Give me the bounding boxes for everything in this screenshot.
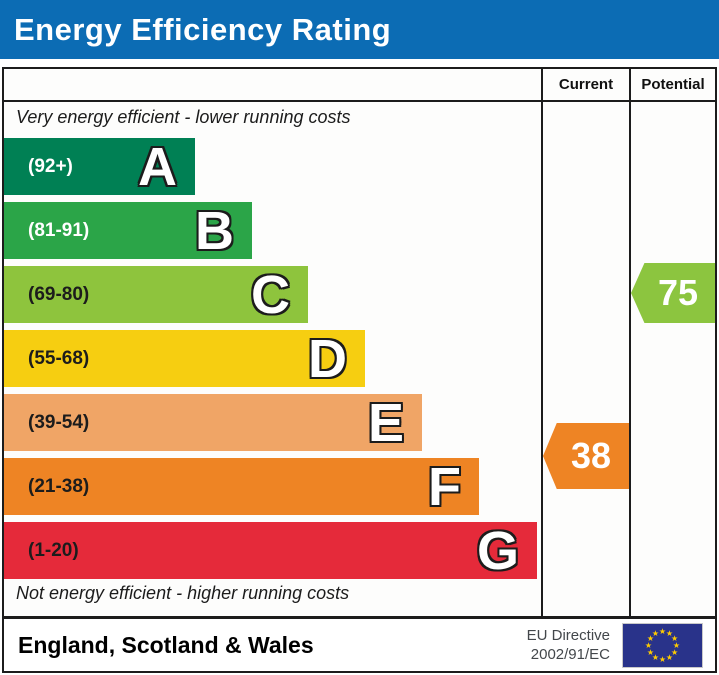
band-d-range-label: (55-68) [28, 347, 90, 369]
band-e: (39-54) E [4, 394, 422, 451]
band-g-range-label: (1-20) [28, 539, 79, 561]
current-rating-value: 38 [570, 435, 612, 476]
header-underline [4, 100, 715, 102]
potential-rating-arrow: 75 [631, 263, 715, 323]
band-g: (1-20) G [4, 522, 537, 579]
eu-flag-star-icon: ★ [652, 628, 659, 637]
column-header-potential: Potential [641, 76, 705, 93]
eu-flag-star-icon: ★ [659, 627, 666, 636]
band-b-range-label: (81-91) [28, 219, 90, 241]
page-title: Energy Efficiency Rating [14, 11, 392, 47]
potential-rating-value: 75 [657, 272, 699, 313]
band-b-letter: B [195, 200, 234, 261]
band-c-letter: C [251, 264, 290, 325]
eu-flag-star-icon: ★ [666, 653, 673, 662]
rating-table: Current Potential Very energy efficient … [2, 67, 717, 618]
band-g-letter: G [476, 520, 519, 581]
eu-directive-line2: 2002/91/EC [530, 646, 610, 663]
band-c: (69-80) C [4, 266, 308, 323]
eu-flag-star-icon: ★ [659, 655, 666, 664]
caption-very-efficient: Very energy efficient - lower running co… [16, 107, 351, 127]
eu-flag-star-icon: ★ [652, 653, 659, 662]
band-a-letter: A [138, 136, 177, 197]
eu-flag-star-icon: ★ [673, 641, 680, 650]
band-e-letter: E [367, 392, 404, 453]
band-a: (92+) A [4, 138, 195, 195]
eu-flag-star-icon: ★ [671, 648, 678, 657]
eu-directive-line1: EU Directive [526, 626, 610, 644]
band-b: (81-91) B [4, 202, 252, 259]
band-f-letter: F [428, 456, 461, 517]
band-d: (55-68) D [4, 330, 365, 387]
footer-bar: England, Scotland & Wales EU Directive 2… [2, 617, 717, 673]
current-column-divider [541, 69, 543, 616]
current-rating-arrow: 38 [543, 423, 629, 489]
band-f-range-label: (21-38) [28, 475, 90, 497]
potential-column-divider [629, 69, 631, 616]
band-d-letter: D [308, 328, 347, 389]
eu-flag-star-icon: ★ [671, 634, 678, 643]
eu-flag-icon: ★ ★★★★★★★★★★★ [622, 622, 703, 668]
eu-flag-star-icon: ★ [647, 648, 654, 657]
column-header-current: Current [558, 76, 614, 93]
band-a-range-label: (92+) [28, 155, 73, 177]
band-c-range-label: (69-80) [28, 283, 90, 305]
eu-directive-label: EU Directive 2002/91/EC [527, 626, 610, 665]
region-label: England, Scotland & Wales [18, 631, 314, 658]
eu-flag-star-icon: ★ [645, 641, 652, 650]
eu-flag-star-icon: ★ [666, 628, 673, 637]
caption-not-efficient: Not energy efficient - higher running co… [16, 583, 350, 603]
eu-flag-star-icon: ★ [647, 634, 654, 643]
eu-flag-field [623, 623, 702, 667]
title-bar: Energy Efficiency Rating [0, 0, 719, 59]
band-f: (21-38) F [4, 458, 479, 515]
band-e-range-label: (39-54) [28, 411, 90, 433]
